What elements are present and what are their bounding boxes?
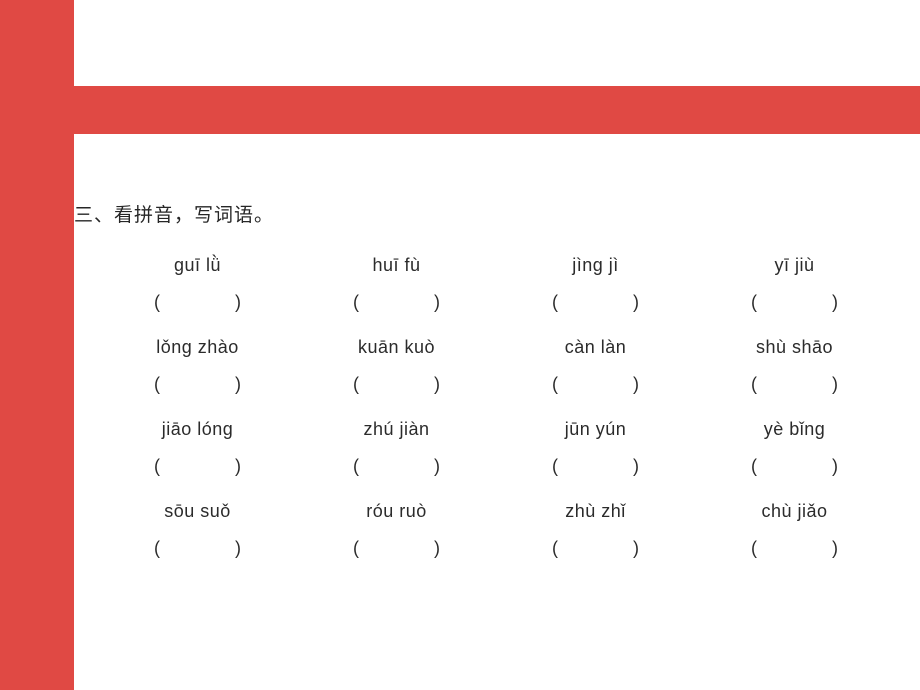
pinyin-text: yī jiù [695, 255, 894, 276]
answer-blank: ( ) [297, 292, 496, 313]
grid-cell: càn làn ( ) [496, 337, 695, 411]
grid-cell: zhù zhǐ ( ) [496, 501, 695, 575]
pinyin-text: jìng jì [496, 255, 695, 276]
answer-blank: ( ) [496, 292, 695, 313]
pinyin-text: sōu suǒ [98, 501, 297, 522]
answer-blank: ( ) [98, 374, 297, 395]
grid-cell: chù jiǎo ( ) [695, 501, 894, 575]
answer-blank: ( ) [98, 456, 297, 477]
grid-cell: sōu suǒ ( ) [98, 501, 297, 575]
answer-blank: ( ) [496, 538, 695, 559]
answer-blank: ( ) [98, 292, 297, 313]
grid-cell: kuān kuò ( ) [297, 337, 496, 411]
section-title: 三、看拼音，写词语。 [74, 200, 904, 227]
pinyin-text: zhù zhǐ [496, 501, 695, 522]
grid-cell: lǒng zhào ( ) [98, 337, 297, 411]
pinyin-text: shù shāo [695, 337, 894, 358]
grid-cell: yè bǐng ( ) [695, 419, 894, 493]
worksheet-content: 三、看拼音，写词语。 guī lǜ ( ) huī fù ( ) jìng jì… [74, 200, 904, 575]
grid-cell: guī lǜ ( ) [98, 255, 297, 329]
grid-cell: jūn yún ( ) [496, 419, 695, 493]
grid-cell: zhú jiàn ( ) [297, 419, 496, 493]
top-white-box [74, 0, 276, 86]
pinyin-grid: guī lǜ ( ) huī fù ( ) jìng jì ( ) yī jiù… [74, 255, 904, 575]
pinyin-text: chù jiǎo [695, 501, 894, 522]
answer-blank: ( ) [297, 456, 496, 477]
answer-blank: ( ) [98, 538, 297, 559]
answer-blank: ( ) [297, 538, 496, 559]
pinyin-text: huī fù [297, 255, 496, 276]
pinyin-text: yè bǐng [695, 419, 894, 440]
pinyin-text: jiāo lóng [98, 419, 297, 440]
grid-cell: jìng jì ( ) [496, 255, 695, 329]
pinyin-text: kuān kuò [297, 337, 496, 358]
answer-blank: ( ) [297, 374, 496, 395]
pinyin-text: guī lǜ [98, 255, 297, 276]
pinyin-text: lǒng zhào [98, 337, 297, 358]
answer-blank: ( ) [695, 374, 894, 395]
answer-blank: ( ) [496, 456, 695, 477]
pinyin-text: zhú jiàn [297, 419, 496, 440]
grid-cell: jiāo lóng ( ) [98, 419, 297, 493]
answer-blank: ( ) [695, 538, 894, 559]
grid-cell: huī fù ( ) [297, 255, 496, 329]
pinyin-text: jūn yún [496, 419, 695, 440]
grid-cell: yī jiù ( ) [695, 255, 894, 329]
grid-cell: róu ruò ( ) [297, 501, 496, 575]
answer-blank: ( ) [496, 374, 695, 395]
answer-blank: ( ) [695, 456, 894, 477]
grid-cell: shù shāo ( ) [695, 337, 894, 411]
left-red-sidebar [0, 0, 74, 690]
answer-blank: ( ) [695, 292, 894, 313]
pinyin-text: róu ruò [297, 501, 496, 522]
pinyin-text: càn làn [496, 337, 695, 358]
header-red-bar [0, 86, 920, 134]
